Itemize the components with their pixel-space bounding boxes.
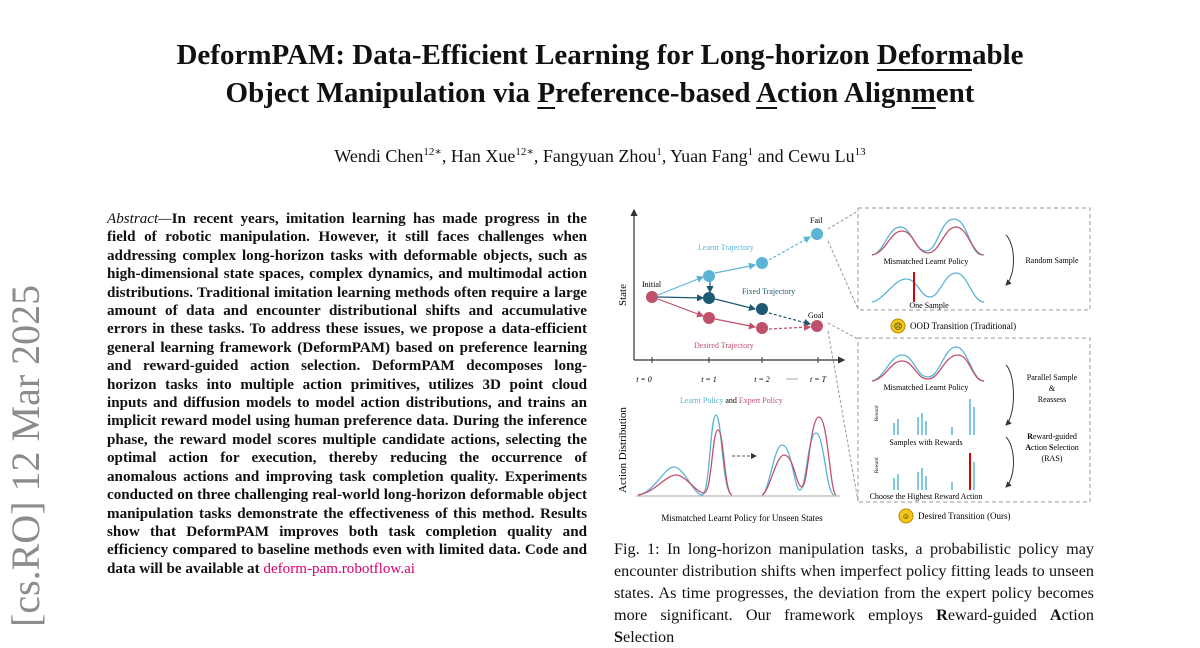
author-affiliation: 13 (854, 146, 866, 158)
ras-panel (857, 337, 1091, 503)
caption-segment: ction (1061, 606, 1094, 624)
abstract-lead: Abstract— (107, 211, 172, 227)
trajectory-nodes (646, 228, 823, 334)
author-affiliation: 1 (747, 146, 754, 158)
ood-panel (857, 207, 1091, 311)
ood-transition-label: OOD Transition (Traditional) (910, 321, 1016, 331)
author-affiliation: 12∗ (515, 146, 534, 158)
fixed-trajectory-label: Fixed Trajectory (742, 287, 795, 296)
title-segment: reference-based (555, 77, 757, 109)
reward-axis-label: Reward (875, 405, 880, 421)
sad-face-icon (890, 318, 906, 334)
time-label: ······ (786, 375, 798, 384)
author-list: Wendi Chen12∗, Han Xue12∗, Fangyuan Zhou… (334, 146, 866, 166)
sad-face-glyph: ☹ (894, 322, 902, 331)
reassess-label: Reassess (1038, 395, 1066, 404)
title-segment: m (911, 77, 936, 109)
amp-label: & (1049, 384, 1056, 393)
time-label: t = T (810, 375, 827, 384)
samples-rewards-label: Samples with Rewards (889, 438, 962, 447)
author-name: Han Xue (450, 146, 516, 166)
ras-line-3: (RAS) (1042, 454, 1063, 463)
abstract-body: In recent years, imitation learning has … (107, 211, 587, 577)
caption-segment: R (936, 606, 948, 624)
author-name: Yuan Fang (670, 146, 748, 166)
random-sample-label: Random Sample (1025, 256, 1079, 265)
author-name: Wendi Chen (334, 146, 424, 166)
time-labels: t = 0 t = 1 t = 2 ······ t = T (636, 375, 826, 384)
time-label: t = 1 (701, 375, 717, 384)
time-label: t = 0 (636, 375, 652, 384)
title-segment: ent (935, 77, 975, 109)
author-affiliation: 1 (656, 146, 662, 158)
happy-face-icon (898, 508, 914, 524)
reward-bars (893, 399, 975, 435)
learnt-trajectory-label: Learnt Trajectory (698, 243, 754, 252)
author-name: Cewu Lu (788, 146, 855, 166)
fail-label: Fail (810, 216, 823, 225)
initial-label: Initial (642, 280, 662, 289)
desired-trajectory-label: Desired Trajectory (694, 341, 754, 350)
mismatched-label-top: Mismatched Learnt Policy (884, 257, 969, 266)
action-axis-label: Action Distribution (617, 407, 629, 493)
reward-axis-label-2: Reward (875, 457, 880, 473)
caption-segment: Fig. 1: In long-horizon manipulation tas… (614, 540, 1094, 624)
caption-segment: A (1049, 606, 1062, 624)
author-affiliation: 12∗ (423, 146, 442, 158)
title-segment: P (537, 77, 556, 109)
policy-legend: Learnt Policy and Expert Policy (680, 396, 783, 405)
parallel-label: Parallel Sample (1027, 373, 1078, 382)
title-segment: ction Align (777, 77, 912, 109)
one-sample-label: One Sample (909, 301, 949, 310)
author-name: Fangyuan Zhou (542, 146, 657, 166)
figure-1: State t = 0 t = 1 t = 2 ······ t = T Ini… (614, 205, 1094, 525)
time-label: t = 2 (754, 375, 770, 384)
mismatched-label-mid: Mismatched Learnt Policy (884, 383, 969, 392)
choose-highest-label: Choose the Highest Reward Action (870, 492, 983, 501)
figure-caption: Fig. 1: In long-horizon manipulation tas… (614, 538, 1094, 648)
desired-transition-label: Desired Transition (Ours) (918, 511, 1011, 521)
goal-label: Goal (808, 311, 824, 320)
ras-line-1: Reward-guided (1027, 432, 1077, 441)
title-segment: able (971, 39, 1024, 71)
state-axis-label: State (617, 284, 629, 306)
title-segment: A (756, 77, 778, 109)
happy-face-glyph: ☺ (902, 512, 910, 521)
bottom-caption: Mismatched Learnt Policy for Unseen Stat… (661, 513, 823, 523)
figure-svg: State t = 0 t = 1 t = 2 ······ t = T Ini… (617, 207, 1091, 524)
caption-segment: S (614, 628, 624, 646)
paper-title: DeformPAM: Data-Efficient Learning for L… (0, 36, 1200, 112)
title-segment: Object Manipulation via (225, 77, 538, 109)
arxiv-stamp: [cs.RO] 12 Mar 2025 (3, 284, 48, 627)
abstract-link[interactable]: deform-pam.robotflow.ai (263, 560, 415, 577)
title-segment: DeformPAM: Data-Efficient Learning for L… (176, 39, 877, 71)
ras-line-2: Action Selection (1025, 443, 1079, 452)
caption-segment: eward-guided (947, 606, 1050, 624)
title-segment: Deform (876, 39, 972, 71)
abstract: Abstract—In recent years, imitation lear… (107, 210, 587, 578)
caption-segment: election (623, 628, 675, 646)
